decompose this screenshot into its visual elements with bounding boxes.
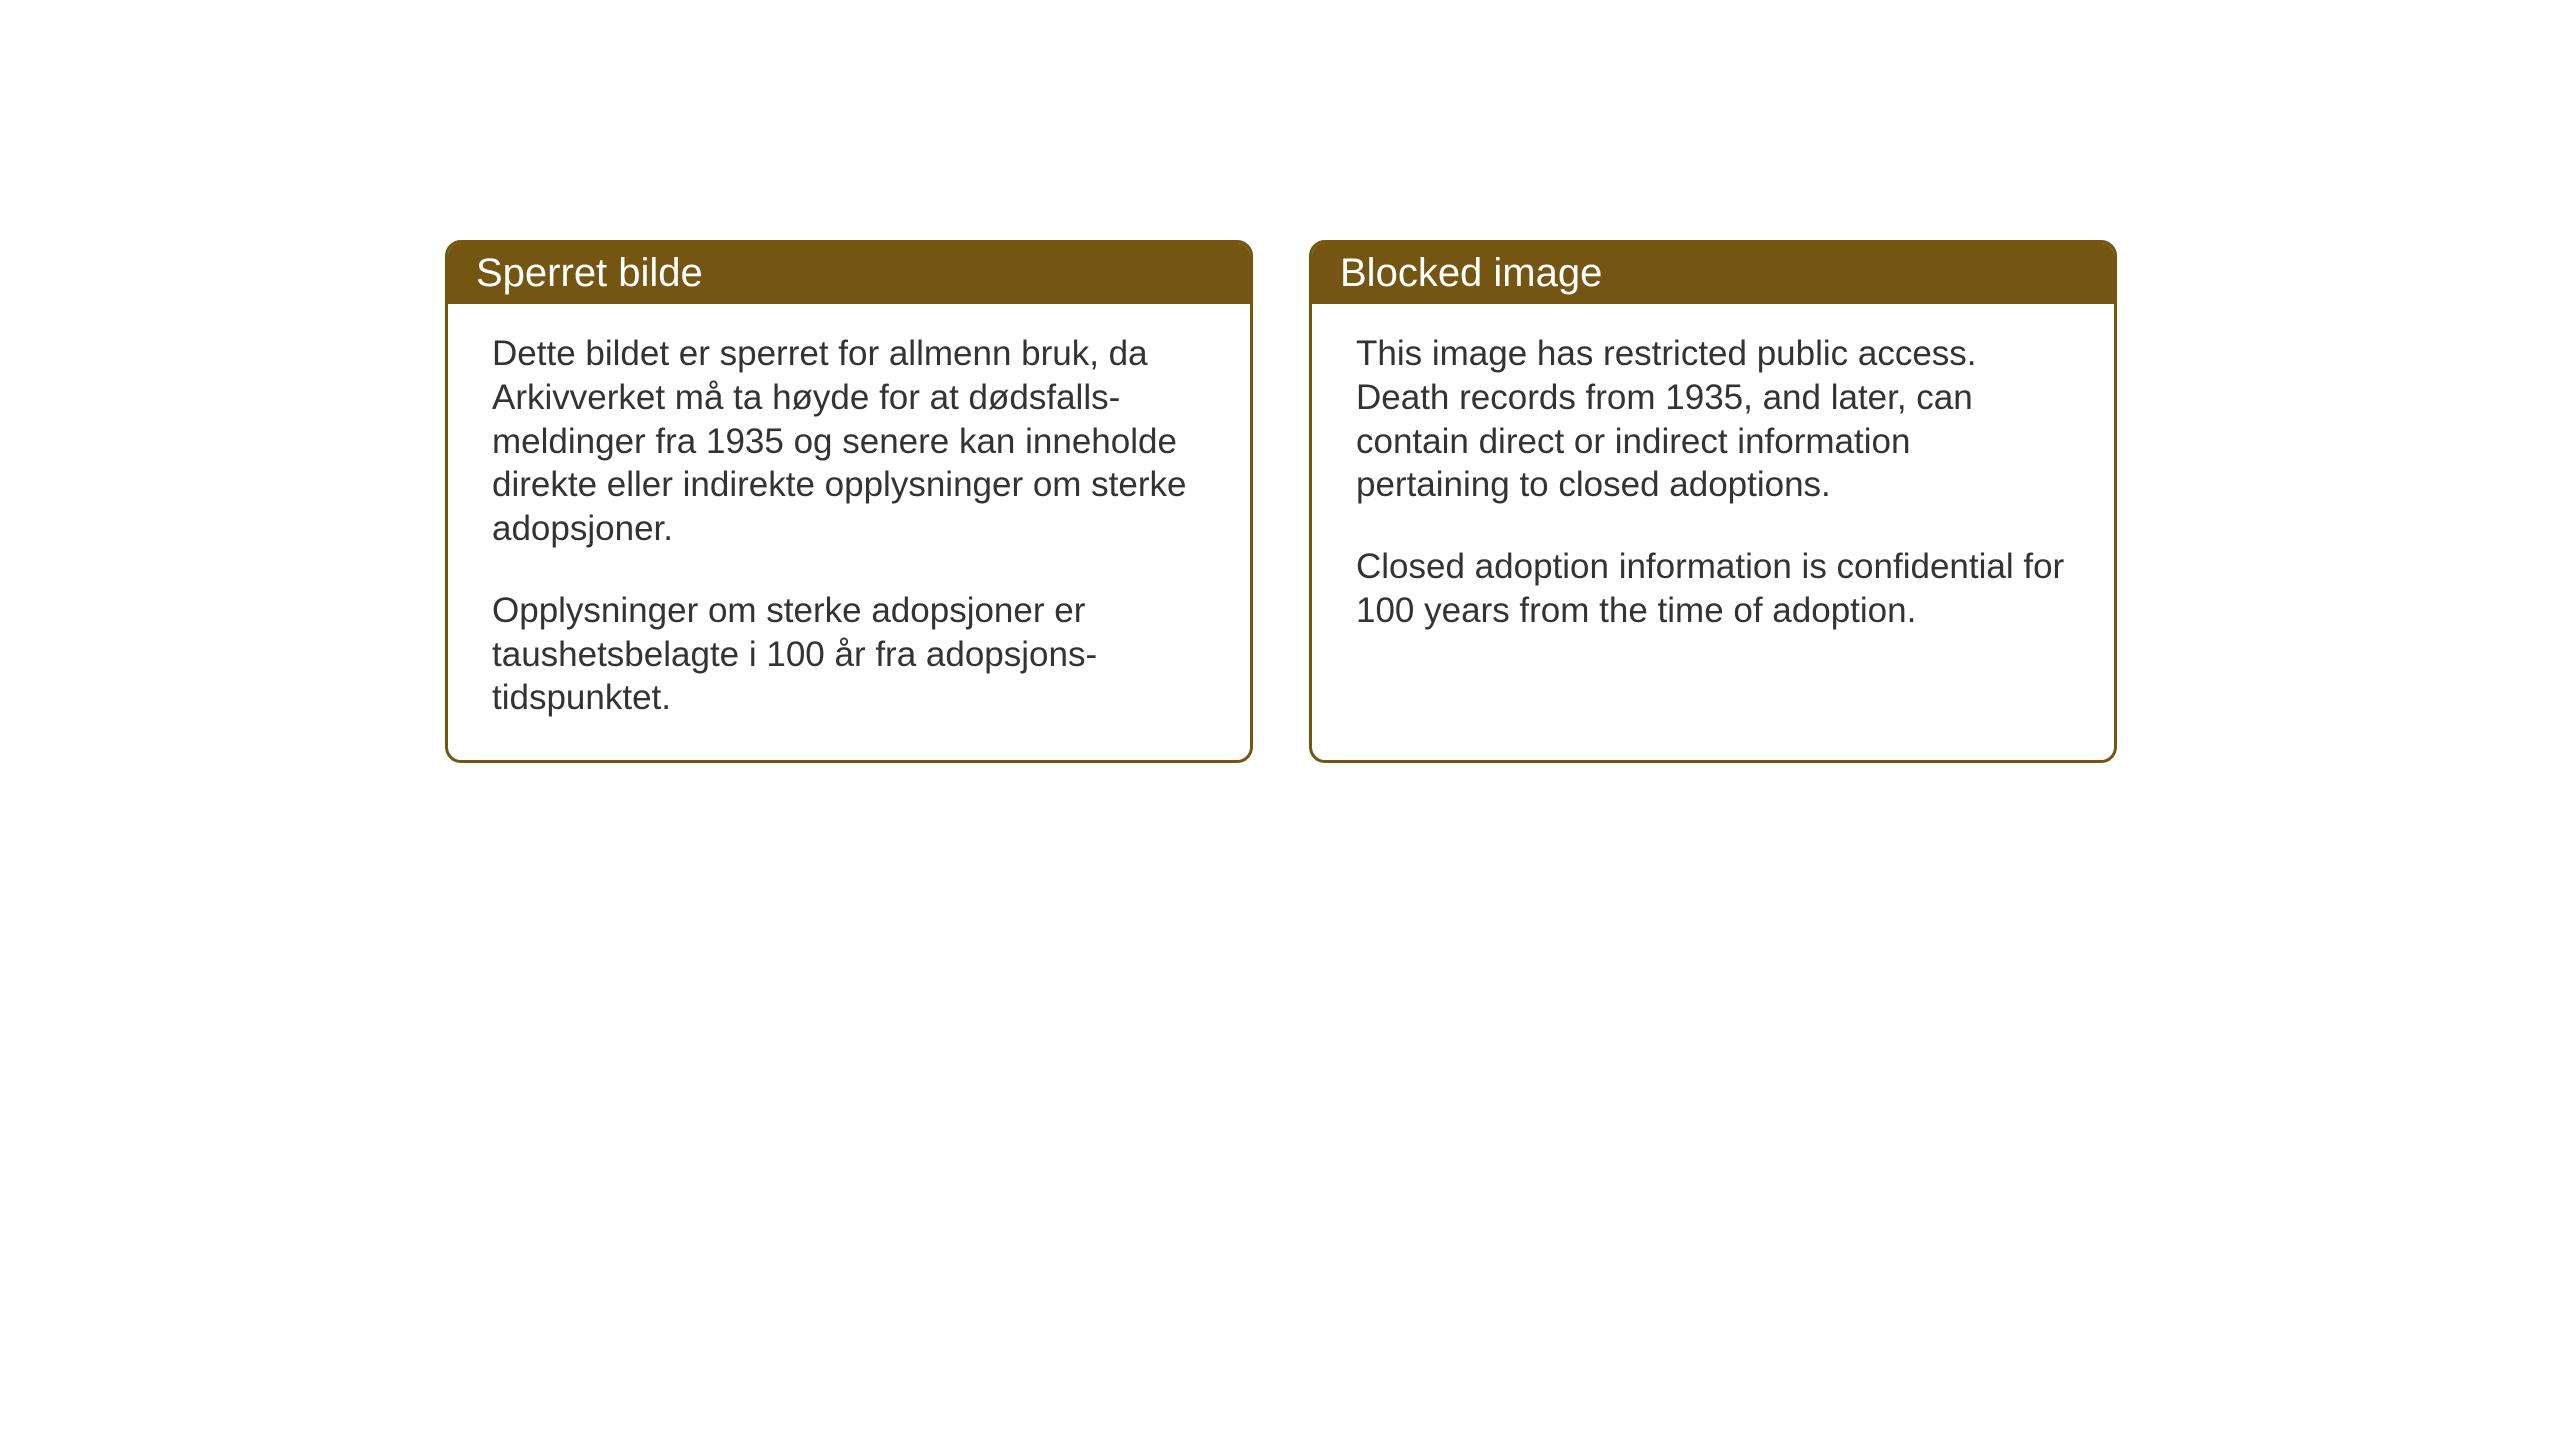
notice-title: Blocked image: [1340, 251, 1602, 295]
notice-card-english: Blocked image This image has restricted …: [1309, 240, 2117, 763]
notice-body-english: This image has restricted public access.…: [1312, 304, 2114, 673]
notice-title: Sperret bilde: [476, 251, 703, 295]
notice-header-english: Blocked image: [1312, 243, 2114, 304]
notice-card-norwegian: Sperret bilde Dette bildet er sperret fo…: [445, 240, 1253, 763]
notice-body-norwegian: Dette bildet er sperret for allmenn bruk…: [448, 304, 1250, 760]
notice-paragraph: This image has restricted public access.…: [1356, 332, 2070, 507]
notice-container: Sperret bilde Dette bildet er sperret fo…: [445, 240, 2117, 763]
notice-paragraph: Opplysninger om sterke adopsjoner er tau…: [492, 589, 1206, 720]
notice-paragraph: Closed adoption information is confident…: [1356, 545, 2070, 633]
notice-header-norwegian: Sperret bilde: [448, 243, 1250, 304]
notice-paragraph: Dette bildet er sperret for allmenn bruk…: [492, 332, 1206, 551]
